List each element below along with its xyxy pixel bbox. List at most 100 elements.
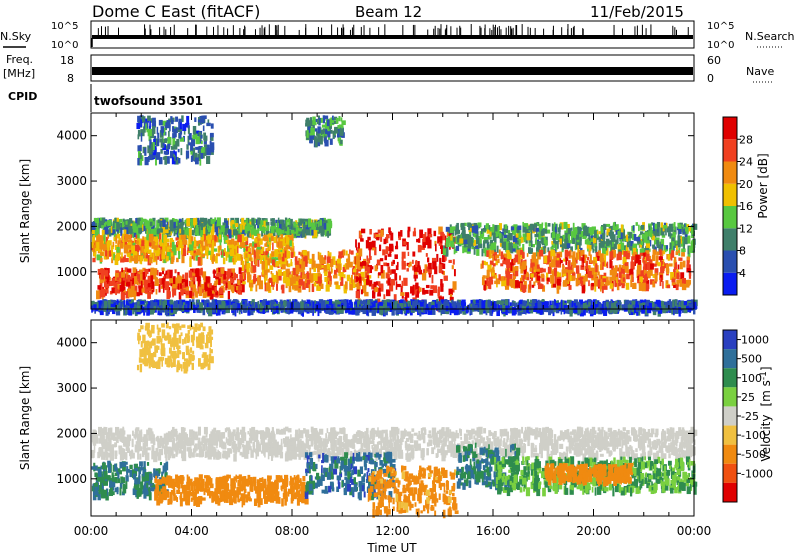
range-cell bbox=[605, 246, 608, 251]
range-cell bbox=[284, 250, 287, 258]
range-cell bbox=[211, 235, 217, 242]
range-cell bbox=[338, 116, 341, 122]
range-cell bbox=[172, 288, 177, 296]
range-cell bbox=[156, 126, 159, 135]
range-cell bbox=[184, 219, 187, 224]
range-cell bbox=[565, 235, 568, 243]
range-cell bbox=[507, 230, 511, 235]
range-cell bbox=[224, 228, 228, 237]
range-cell bbox=[151, 221, 155, 226]
beam-label: Beam 12 bbox=[355, 3, 422, 21]
range-cell bbox=[567, 299, 572, 304]
range-cell bbox=[544, 228, 548, 234]
range-cell bbox=[144, 268, 149, 275]
range-cell bbox=[645, 253, 650, 262]
range-cell bbox=[609, 241, 612, 245]
range-cell bbox=[567, 262, 571, 270]
range-cell bbox=[234, 217, 240, 224]
range-cell bbox=[572, 256, 575, 264]
range-cell bbox=[329, 280, 332, 287]
range-cell bbox=[511, 248, 516, 252]
range-cell bbox=[311, 273, 315, 280]
range-cell bbox=[353, 302, 356, 311]
range-cell bbox=[94, 249, 97, 259]
range-cell bbox=[601, 278, 605, 287]
range-cell bbox=[104, 226, 109, 235]
range-cell bbox=[198, 149, 201, 158]
range-cell bbox=[486, 229, 490, 234]
range-cell bbox=[179, 279, 182, 289]
range-cell bbox=[666, 227, 670, 232]
range-cell bbox=[132, 267, 137, 273]
range-cell bbox=[428, 273, 431, 278]
range-cell bbox=[572, 251, 576, 259]
range-cell bbox=[204, 239, 209, 247]
range-cell bbox=[620, 267, 623, 274]
range-cell bbox=[174, 156, 179, 165]
range-cell bbox=[169, 278, 174, 284]
range-cell bbox=[567, 230, 572, 236]
range-cell bbox=[225, 286, 228, 291]
range-cell bbox=[388, 243, 394, 252]
range-cell bbox=[641, 274, 645, 279]
range-cell bbox=[160, 142, 165, 148]
range-cell bbox=[668, 223, 673, 228]
range-cell bbox=[292, 227, 296, 232]
range-cell bbox=[127, 268, 132, 273]
range-cell bbox=[197, 285, 199, 294]
range-cell bbox=[277, 217, 280, 223]
range-cell bbox=[198, 227, 201, 234]
range-cell bbox=[116, 233, 121, 239]
range-cell bbox=[533, 223, 538, 228]
range-cell bbox=[241, 242, 246, 248]
range-cell bbox=[173, 221, 176, 229]
range-cell bbox=[150, 253, 153, 257]
range-cell bbox=[322, 257, 326, 265]
range-cell bbox=[197, 153, 201, 162]
range-cell bbox=[355, 255, 360, 265]
range-cell bbox=[614, 226, 619, 231]
range-cell bbox=[125, 220, 128, 225]
range-cell bbox=[320, 283, 324, 289]
range-cell bbox=[130, 255, 135, 262]
range-cell bbox=[164, 281, 169, 291]
range-cell bbox=[577, 253, 580, 260]
range-cell bbox=[567, 306, 571, 315]
range-cell bbox=[615, 228, 620, 235]
range-cell bbox=[169, 240, 172, 248]
range-cell bbox=[290, 252, 294, 259]
range-cell bbox=[342, 266, 347, 273]
range-cell bbox=[328, 252, 332, 259]
range-cell bbox=[650, 263, 654, 270]
range-cell bbox=[116, 221, 120, 230]
range-cell bbox=[135, 273, 139, 280]
range-cell bbox=[175, 237, 179, 241]
range-cell bbox=[165, 242, 170, 247]
range-cell bbox=[144, 148, 147, 156]
range-cell bbox=[218, 278, 221, 286]
range-cell bbox=[246, 223, 250, 232]
range-cell bbox=[621, 264, 625, 270]
range-cell bbox=[192, 246, 197, 251]
range-cell bbox=[201, 147, 206, 153]
range-cell bbox=[631, 256, 633, 265]
range-cell bbox=[436, 253, 439, 262]
range-cell bbox=[262, 273, 267, 278]
range-cell bbox=[122, 233, 125, 243]
range-cell bbox=[307, 224, 310, 233]
range-cell bbox=[102, 222, 106, 231]
range-cell bbox=[300, 259, 303, 267]
range-cell bbox=[455, 224, 458, 230]
range-cell bbox=[97, 285, 102, 290]
range-cell bbox=[210, 229, 215, 239]
range-cell bbox=[594, 238, 598, 248]
range-cell bbox=[224, 248, 226, 253]
range-cell bbox=[514, 266, 519, 272]
range-cell bbox=[333, 271, 337, 275]
range-cell bbox=[623, 270, 625, 277]
range-cell bbox=[239, 224, 242, 233]
range-cell bbox=[588, 250, 591, 256]
range-cell bbox=[676, 279, 680, 287]
range-cell bbox=[613, 267, 617, 275]
range-cell bbox=[582, 279, 585, 285]
